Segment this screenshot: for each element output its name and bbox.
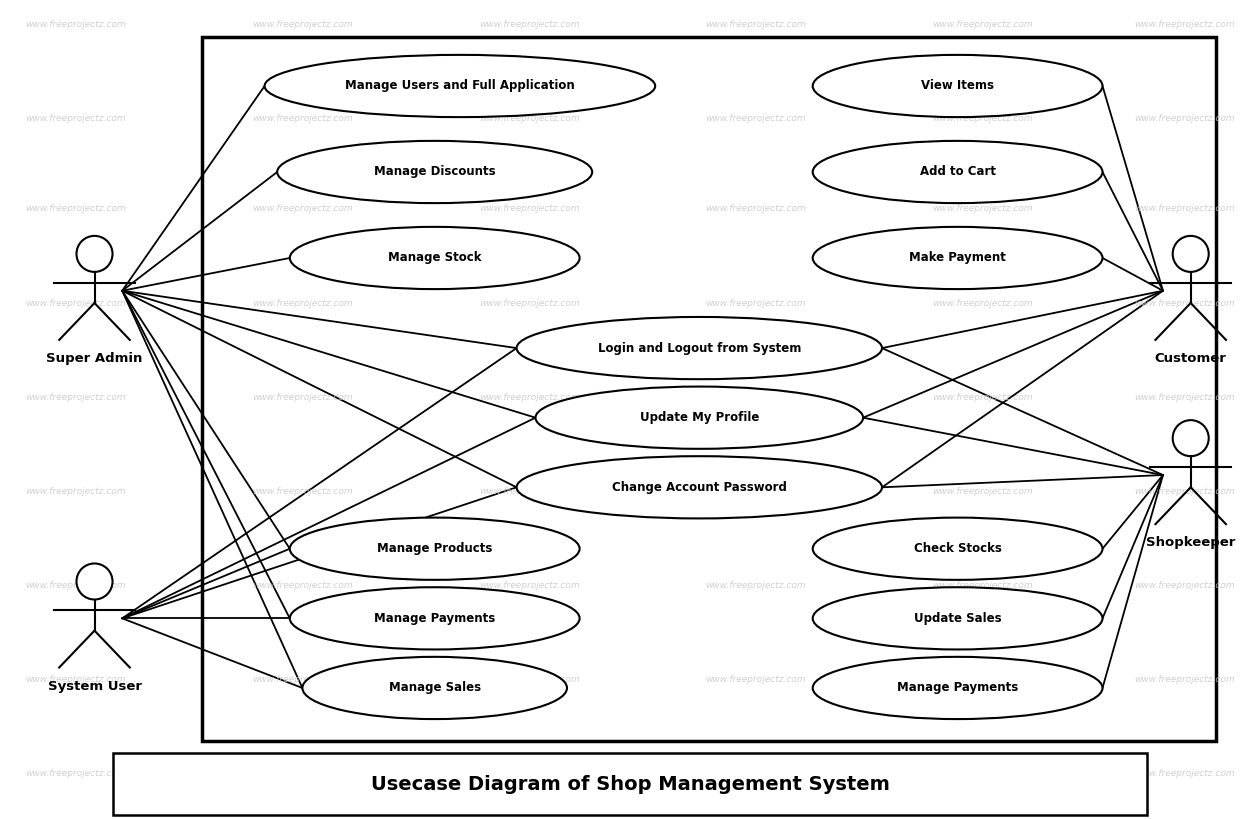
Ellipse shape: [517, 317, 882, 379]
Text: View Items: View Items: [921, 79, 994, 93]
Text: www.freeprojectz.com: www.freeprojectz.com: [479, 581, 580, 590]
Text: www.freeprojectz.com: www.freeprojectz.com: [1134, 770, 1235, 778]
Text: Update Sales: Update Sales: [914, 612, 1002, 625]
Text: Customer: Customer: [1154, 352, 1227, 365]
Text: www.freeprojectz.com: www.freeprojectz.com: [932, 676, 1033, 684]
Text: www.freeprojectz.com: www.freeprojectz.com: [706, 487, 806, 495]
Text: www.freeprojectz.com: www.freeprojectz.com: [25, 299, 126, 307]
FancyBboxPatch shape: [202, 37, 1216, 741]
Ellipse shape: [277, 141, 592, 203]
Text: Super Admin: Super Admin: [47, 352, 142, 365]
Text: www.freeprojectz.com: www.freeprojectz.com: [1134, 487, 1235, 495]
Text: www.freeprojectz.com: www.freeprojectz.com: [479, 299, 580, 307]
Text: www.freeprojectz.com: www.freeprojectz.com: [252, 581, 353, 590]
Ellipse shape: [813, 141, 1102, 203]
Text: Manage Stock: Manage Stock: [388, 251, 481, 265]
Text: www.freeprojectz.com: www.freeprojectz.com: [932, 299, 1033, 307]
Text: www.freeprojectz.com: www.freeprojectz.com: [706, 299, 806, 307]
Ellipse shape: [813, 55, 1102, 117]
Ellipse shape: [290, 587, 580, 649]
Text: www.freeprojectz.com: www.freeprojectz.com: [479, 676, 580, 684]
Text: www.freeprojectz.com: www.freeprojectz.com: [479, 205, 580, 213]
Text: www.freeprojectz.com: www.freeprojectz.com: [706, 770, 806, 778]
Text: Manage Payments: Manage Payments: [897, 681, 1018, 695]
Ellipse shape: [1173, 420, 1208, 456]
Text: Login and Logout from System: Login and Logout from System: [597, 342, 801, 355]
Text: Manage Discounts: Manage Discounts: [374, 165, 495, 179]
Ellipse shape: [517, 456, 882, 518]
Text: Manage Products: Manage Products: [377, 542, 493, 555]
Text: Manage Payments: Manage Payments: [374, 612, 495, 625]
Ellipse shape: [813, 657, 1102, 719]
Text: www.freeprojectz.com: www.freeprojectz.com: [25, 20, 126, 29]
Text: www.freeprojectz.com: www.freeprojectz.com: [932, 770, 1033, 778]
Text: Shopkeeper: Shopkeeper: [1147, 536, 1235, 550]
Text: Manage Users and Full Application: Manage Users and Full Application: [345, 79, 575, 93]
Text: www.freeprojectz.com: www.freeprojectz.com: [932, 393, 1033, 401]
Ellipse shape: [536, 387, 863, 449]
Text: www.freeprojectz.com: www.freeprojectz.com: [706, 115, 806, 123]
Ellipse shape: [290, 518, 580, 580]
Ellipse shape: [77, 563, 112, 600]
Text: www.freeprojectz.com: www.freeprojectz.com: [1134, 205, 1235, 213]
Text: Check Stocks: Check Stocks: [914, 542, 1002, 555]
Text: www.freeprojectz.com: www.freeprojectz.com: [932, 115, 1033, 123]
Ellipse shape: [813, 587, 1102, 649]
Ellipse shape: [302, 657, 567, 719]
Text: www.freeprojectz.com: www.freeprojectz.com: [706, 20, 806, 29]
Text: Usecase Diagram of Shop Management System: Usecase Diagram of Shop Management Syste…: [370, 775, 890, 794]
Text: www.freeprojectz.com: www.freeprojectz.com: [25, 770, 126, 778]
Text: www.freeprojectz.com: www.freeprojectz.com: [252, 487, 353, 495]
Text: Add to Cart: Add to Cart: [920, 165, 995, 179]
Text: www.freeprojectz.com: www.freeprojectz.com: [932, 20, 1033, 29]
Ellipse shape: [813, 518, 1102, 580]
Text: www.freeprojectz.com: www.freeprojectz.com: [706, 393, 806, 401]
Text: www.freeprojectz.com: www.freeprojectz.com: [252, 676, 353, 684]
Ellipse shape: [77, 236, 112, 272]
Text: www.freeprojectz.com: www.freeprojectz.com: [479, 487, 580, 495]
Text: www.freeprojectz.com: www.freeprojectz.com: [25, 115, 126, 123]
Text: Change Account Password: Change Account Password: [612, 481, 786, 494]
Text: www.freeprojectz.com: www.freeprojectz.com: [479, 20, 580, 29]
Text: www.freeprojectz.com: www.freeprojectz.com: [25, 205, 126, 213]
Text: www.freeprojectz.com: www.freeprojectz.com: [252, 393, 353, 401]
Text: www.freeprojectz.com: www.freeprojectz.com: [706, 205, 806, 213]
Text: www.freeprojectz.com: www.freeprojectz.com: [25, 676, 126, 684]
Ellipse shape: [1173, 236, 1208, 272]
Text: www.freeprojectz.com: www.freeprojectz.com: [1134, 299, 1235, 307]
Text: www.freeprojectz.com: www.freeprojectz.com: [25, 581, 126, 590]
Text: www.freeprojectz.com: www.freeprojectz.com: [252, 770, 353, 778]
Text: www.freeprojectz.com: www.freeprojectz.com: [932, 487, 1033, 495]
Text: www.freeprojectz.com: www.freeprojectz.com: [1134, 393, 1235, 401]
Text: www.freeprojectz.com: www.freeprojectz.com: [1134, 581, 1235, 590]
Text: www.freeprojectz.com: www.freeprojectz.com: [252, 115, 353, 123]
Text: System User: System User: [48, 680, 141, 693]
Text: www.freeprojectz.com: www.freeprojectz.com: [1134, 20, 1235, 29]
Ellipse shape: [813, 227, 1102, 289]
Text: www.freeprojectz.com: www.freeprojectz.com: [252, 205, 353, 213]
Text: Make Payment: Make Payment: [910, 251, 1005, 265]
Text: www.freeprojectz.com: www.freeprojectz.com: [25, 487, 126, 495]
Text: Manage Sales: Manage Sales: [388, 681, 481, 695]
Text: www.freeprojectz.com: www.freeprojectz.com: [932, 581, 1033, 590]
Text: Update My Profile: Update My Profile: [640, 411, 759, 424]
Text: www.freeprojectz.com: www.freeprojectz.com: [25, 393, 126, 401]
Text: www.freeprojectz.com: www.freeprojectz.com: [252, 299, 353, 307]
Text: www.freeprojectz.com: www.freeprojectz.com: [1134, 676, 1235, 684]
Text: www.freeprojectz.com: www.freeprojectz.com: [479, 770, 580, 778]
Text: www.freeprojectz.com: www.freeprojectz.com: [932, 205, 1033, 213]
Text: www.freeprojectz.com: www.freeprojectz.com: [479, 393, 580, 401]
Text: www.freeprojectz.com: www.freeprojectz.com: [706, 581, 806, 590]
FancyBboxPatch shape: [113, 753, 1147, 815]
Text: www.freeprojectz.com: www.freeprojectz.com: [479, 115, 580, 123]
Ellipse shape: [290, 227, 580, 289]
Ellipse shape: [265, 55, 655, 117]
Text: www.freeprojectz.com: www.freeprojectz.com: [252, 20, 353, 29]
Text: www.freeprojectz.com: www.freeprojectz.com: [1134, 115, 1235, 123]
Text: www.freeprojectz.com: www.freeprojectz.com: [706, 676, 806, 684]
